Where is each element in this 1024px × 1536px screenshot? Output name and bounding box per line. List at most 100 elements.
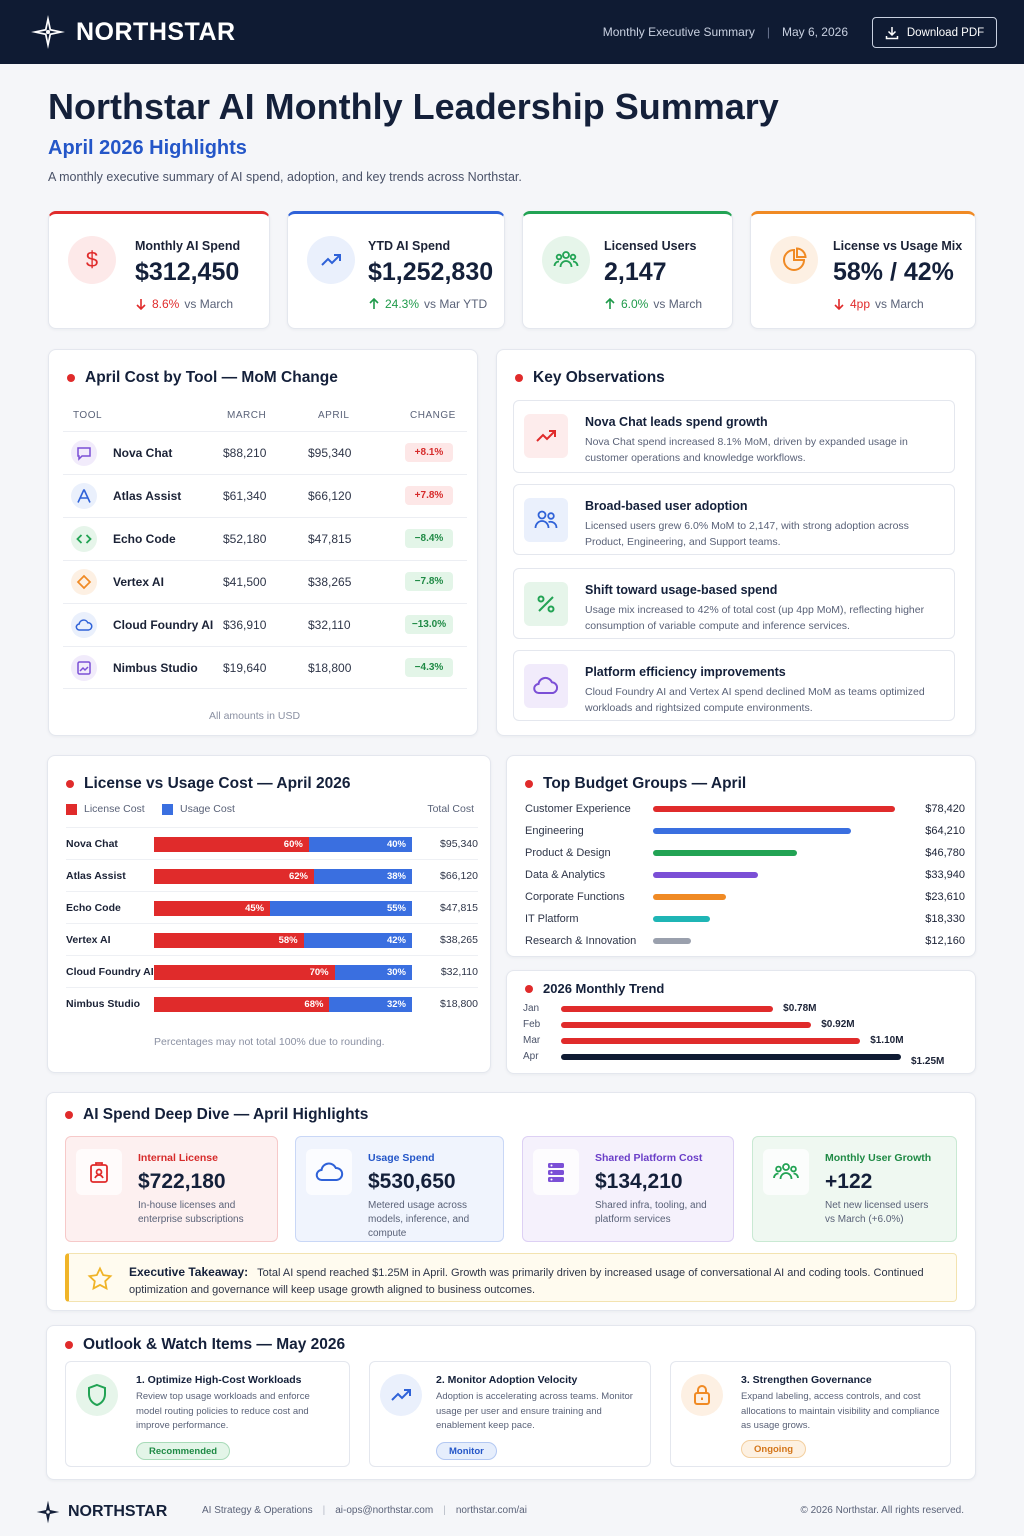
shield-icon (76, 1374, 118, 1416)
legend-usage: Usage Cost (162, 803, 235, 815)
footer-url-link[interactable]: northstar.com/ai (455, 1505, 527, 1516)
table-row[interactable]: Nova Chat $88,210 $95,340 +8.1% (63, 431, 467, 474)
usage-segment: 55% (270, 901, 412, 916)
table-row[interactable]: Atlas Assist $61,340 $66,120 +7.8% (63, 474, 467, 517)
footer-brand[interactable]: NORTHSTAR (36, 1500, 167, 1524)
takeaway-body: Total AI spend reached $1.25M in April. … (129, 1267, 924, 1296)
license-usage-panel: License vs Usage Cost — April 2026 Licen… (47, 755, 491, 1073)
column-header-april: APRIL (318, 410, 350, 421)
table-row[interactable]: Cloud Foundry AI $36,910 $32,110 −13.0% (63, 603, 467, 646)
stacked-bar: 70% 30% (154, 965, 412, 980)
brand[interactable]: NORTHSTAR (30, 14, 236, 50)
month-value: $1.25M (911, 1056, 945, 1067)
observation-card: Broad-based user adoption Licensed users… (513, 484, 955, 555)
budget-group-amount: $18,330 (925, 913, 965, 925)
april-cost: $66,120 (308, 489, 352, 503)
outlook-item-title: 3. Strengthen Governance (741, 1374, 872, 1386)
deep-dive-sub: Metered usage across models, inference, … (368, 1200, 470, 1239)
footer-brand-name: NORTHSTAR (68, 1503, 168, 1520)
usage-segment: 42% (303, 933, 412, 948)
trend-up-icon (307, 236, 355, 284)
kpi-delta: 4pp vs March (833, 297, 924, 311)
month-bar (561, 1006, 774, 1012)
outlook-item: 1. Optimize High-Cost Workloads Review t… (65, 1361, 350, 1467)
month-bar (561, 1022, 812, 1028)
outlook-item-title: 2. Monitor Adoption Velocity (436, 1374, 578, 1386)
observation-text: Cloud Foundry AI and Vertex AI spend dec… (585, 686, 925, 714)
tool-name: Nova Chat (66, 838, 118, 850)
april-cost: $18,800 (308, 661, 352, 675)
footer-copyright: © 2026 Northstar. All rights reserved. (800, 1505, 964, 1516)
key-observations-panel: Key Observations Nova Chat leads spend g… (496, 349, 976, 736)
deep-dive-card-usage-spend: Usage Spend $530,650 Metered usage acros… (295, 1136, 504, 1242)
april-cost: $32,110 (308, 618, 351, 632)
license-segment: 45% (154, 901, 271, 916)
license-usage-row: Echo Code 45% 55% $47,815 (66, 891, 478, 923)
footer-meta: AI Strategy & Operations | ai-ops@norths… (202, 1505, 527, 1516)
table-row[interactable]: Echo Code $52,180 $47,815 −8.4% (63, 517, 467, 560)
budget-group-name: Customer Experience (525, 803, 631, 815)
observation-title: Platform efficiency improvements (585, 665, 786, 679)
march-cost: $41,500 (223, 575, 267, 589)
kpi-delta: 8.6% vs March (135, 297, 233, 311)
month-bar (561, 1038, 861, 1044)
download-pdf-button[interactable]: Download PDF (872, 17, 997, 48)
page-description: A monthly executive summary of AI spend,… (48, 170, 522, 184)
total-cost: $66,120 (440, 870, 478, 882)
license-segment: 62% (154, 869, 314, 884)
budget-group-bar (653, 828, 852, 834)
kpi-card-licensed-users: Licensed Users 2,147 6.0% vs March (522, 211, 733, 329)
budget-group-row: Engineering $64,210 (525, 821, 965, 843)
tool-name: Cloud Foundry AI (113, 618, 214, 632)
budget-group-amount: $12,160 (925, 935, 965, 947)
section-title: Top Budget Groups — April (525, 775, 746, 793)
kpi-delta-value: 8.6% (152, 297, 180, 311)
dollar-icon: $ (68, 236, 116, 284)
column-header-tool: TOOL (73, 410, 103, 421)
deep-dive-value: $722,180 (138, 1170, 226, 1193)
total-cost: $18,800 (440, 998, 478, 1010)
kpi-value: 58% / 42% (833, 258, 954, 286)
budget-groups-title: Top Budget Groups — April (543, 775, 747, 792)
status-badge: Recommended (136, 1442, 231, 1460)
total-cost: $47,815 (440, 902, 478, 914)
month-value: $0.78M (783, 1003, 817, 1014)
tool-name: Atlas Assist (66, 870, 126, 882)
tool-name: Echo Code (66, 902, 121, 914)
kpi-delta-compare: vs March (653, 297, 703, 311)
deep-dive-panel: AI Spend Deep Dive — April Highlights In… (46, 1092, 976, 1311)
table-row[interactable]: Vertex AI $41,500 $38,265 −7.8% (63, 560, 467, 603)
takeaway-text: Executive Takeaway: Total AI spend reach… (129, 1264, 949, 1299)
takeaway-label: Executive Takeaway: (129, 1265, 249, 1279)
northstar-logo-icon (31, 15, 65, 49)
table-row[interactable]: Nimbus Studio $19,640 $18,800 −4.3% (63, 646, 467, 689)
license-segment: 60% (154, 837, 309, 852)
budget-group-name: Research & Innovation (525, 935, 637, 947)
deep-dive-value: $134,210 (595, 1170, 683, 1193)
footer-email-link[interactable]: ai-ops@northstar.com (335, 1505, 434, 1516)
license-usage-row: Cloud Foundry AI 70% 30% $32,110 (66, 955, 478, 987)
kpi-delta: 24.3% vs Mar YTD (368, 297, 487, 311)
arrow-down-icon (136, 299, 146, 310)
license-usage-row: Atlas Assist 62% 38% $66,120 (66, 859, 478, 891)
page-subtitle: April 2026 Highlights (48, 137, 247, 159)
budget-group-bar (653, 894, 726, 900)
usage-segment: 32% (329, 997, 412, 1012)
image-icon (71, 655, 97, 681)
budget-group-row: Customer Experience $78,420 (525, 799, 965, 821)
budget-groups-panel: Top Budget Groups — April Customer Exper… (506, 755, 976, 957)
svg-text:$: $ (86, 248, 98, 272)
executive-takeaway: Executive Takeaway: Total AI spend reach… (65, 1253, 957, 1302)
outlook-panel: Outlook & Watch Items — May 2026 1. Opti… (46, 1325, 976, 1480)
march-cost: $88,210 (223, 446, 267, 460)
kpi-delta-compare: vs March (875, 297, 924, 311)
budget-group-row: Research & Innovation $12,160 (525, 931, 965, 953)
section-title: 2026 Monthly Trend (525, 981, 664, 996)
key-observations-title: Key Observations (533, 369, 665, 386)
trend-up-icon (524, 414, 568, 458)
stacked-bar: 58% 42% (154, 933, 412, 948)
bullet-dot (515, 374, 523, 382)
bullet-dot (65, 1341, 73, 1349)
license-usage-row: Vertex AI 58% 42% $38,265 (66, 923, 478, 955)
deep-dive-sub: Shared infra, tooling, and platform serv… (595, 1200, 707, 1225)
